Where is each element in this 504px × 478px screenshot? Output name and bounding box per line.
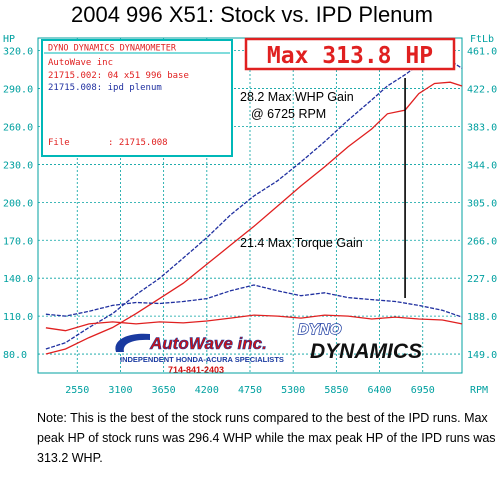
info-panel: DYNO DYNAMICS DYNAMOMETER AutoWave inc 2…: [41, 39, 233, 157]
file-value: : 21715.008: [108, 138, 168, 148]
y-left-tick-label: 260.0: [3, 122, 33, 133]
y-axis-right-label: FtLb: [470, 34, 494, 45]
y-left-tick-label: 320.0: [3, 47, 33, 58]
x-tick-label: 4750: [238, 385, 262, 396]
series-line-stock-torque: [45, 314, 463, 332]
annotation-whp-gain: 28.2 Max WHP Gain: [240, 90, 354, 104]
autowave-logo-subtitle: INDEPENDENT HONDA-ACURA SPECIALISTS: [120, 355, 284, 364]
max-hp-frame: [244, 37, 456, 71]
y-right-tick-label: 188.0: [467, 312, 497, 323]
autowave-logo: AutoWave inc. INDEPENDENT HONDA-ACURA SP…: [115, 333, 284, 375]
y-right-tick-label: 344.0: [467, 160, 497, 171]
autowave-swoosh: [115, 333, 150, 352]
dyno-chart: 80.0 149.0 110.0 188.0 140.0 227.0 170.0 266.0 2…: [3, 34, 497, 396]
annotation-whp-rpm: @ 6725 RPM: [251, 107, 326, 121]
shop-name: AutoWave inc: [48, 58, 113, 68]
y-right-tick-label: 227.0: [467, 274, 497, 285]
y-right-tick-label: 149.0: [467, 350, 497, 361]
dyno-dynamics-logo: DYNO DYNAMICS: [297, 320, 422, 363]
x-tick-label: 5850: [324, 385, 348, 396]
y-left-tick-label: 290.0: [3, 85, 33, 96]
x-tick-label: 3650: [152, 385, 176, 396]
info-panel-frame: [41, 39, 233, 157]
x-tick-label: 3100: [108, 385, 132, 396]
y-right-tick-label: 383.0: [467, 122, 497, 133]
annotation-torque-gain: 21.4 Max Torque Gain: [240, 236, 363, 250]
max-hp-box: Max 313.8 HP: [244, 37, 456, 71]
dynamics-logo-text: DYNAMICS: [310, 340, 422, 363]
y-left-tick-label: 230.0: [3, 160, 33, 171]
info-panel-header-bg: [44, 42, 230, 53]
legend-ipd: 21715.008: ipd plenum: [48, 83, 162, 93]
y-right-tick-label: 266.0: [467, 236, 497, 247]
x-tick-label: 6950: [411, 385, 435, 396]
legend-stock: 21715.002: 04 x51 996 base: [48, 71, 189, 81]
x-tick-label: 6400: [368, 385, 392, 396]
info-panel-header: DYNO DYNAMICS DYNAMOMETER: [48, 44, 177, 54]
y-axis-left-label: HP: [3, 34, 15, 45]
file-label: File: [48, 138, 70, 148]
max-hp-label: Max 313.8 HP: [267, 43, 433, 69]
autowave-logo-phone: 714-841-2403: [168, 365, 224, 375]
y-left-tick-label: 140.0: [3, 274, 33, 285]
x-tick-label: 4200: [195, 385, 219, 396]
x-tick-label: 2550: [65, 385, 89, 396]
y-right-tick-label: 461.0: [467, 47, 497, 58]
autowave-logo-text: AutoWave inc.: [149, 334, 267, 353]
y-right-tick-label: 422.0: [467, 85, 497, 96]
page-title: 2004 996 X51: Stock vs. IPD Plenum: [71, 2, 433, 27]
x-axis-label: RPM: [470, 385, 488, 396]
y-right-tick-label: 305.0: [467, 198, 497, 209]
y-left-tick-label: 110.0: [3, 312, 33, 323]
y-left-tick-label: 200.0: [3, 198, 33, 209]
y-left-tick-label: 80.0: [3, 350, 27, 361]
x-tick-label: 5300: [281, 385, 305, 396]
series-line-ipd-torque: [45, 284, 463, 318]
axis-ticks: 80.0 149.0 110.0 188.0 140.0 227.0 170.0 266.0 2…: [3, 47, 497, 396]
dyno-logo-text: DYNO: [298, 321, 342, 338]
y-left-tick-label: 170.0: [3, 236, 33, 247]
note-text: Note: This is the best of the stock runs…: [37, 411, 496, 465]
